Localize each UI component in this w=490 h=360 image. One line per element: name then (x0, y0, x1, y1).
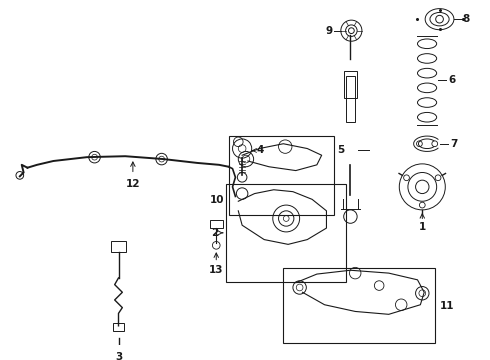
Bar (226, 184, 345, 282)
Text: 5: 5 (337, 145, 344, 156)
Text: 4: 4 (256, 145, 264, 156)
Bar (111, 240, 126, 252)
Bar (113, 323, 124, 330)
Bar (283, 268, 435, 343)
Bar (343, 71, 357, 98)
Text: 1: 1 (418, 222, 426, 232)
Text: 2: 2 (211, 228, 218, 238)
Text: 8: 8 (463, 14, 470, 24)
Text: 9: 9 (325, 26, 332, 36)
Text: 7: 7 (450, 139, 458, 149)
Text: 6: 6 (448, 76, 455, 85)
Text: 13: 13 (209, 265, 223, 275)
Text: 10: 10 (209, 195, 224, 205)
Bar (210, 220, 223, 228)
Text: 3: 3 (115, 352, 122, 360)
Bar (229, 136, 334, 215)
Text: 11: 11 (440, 301, 454, 311)
Bar (345, 76, 355, 122)
Text: 12: 12 (125, 179, 140, 189)
